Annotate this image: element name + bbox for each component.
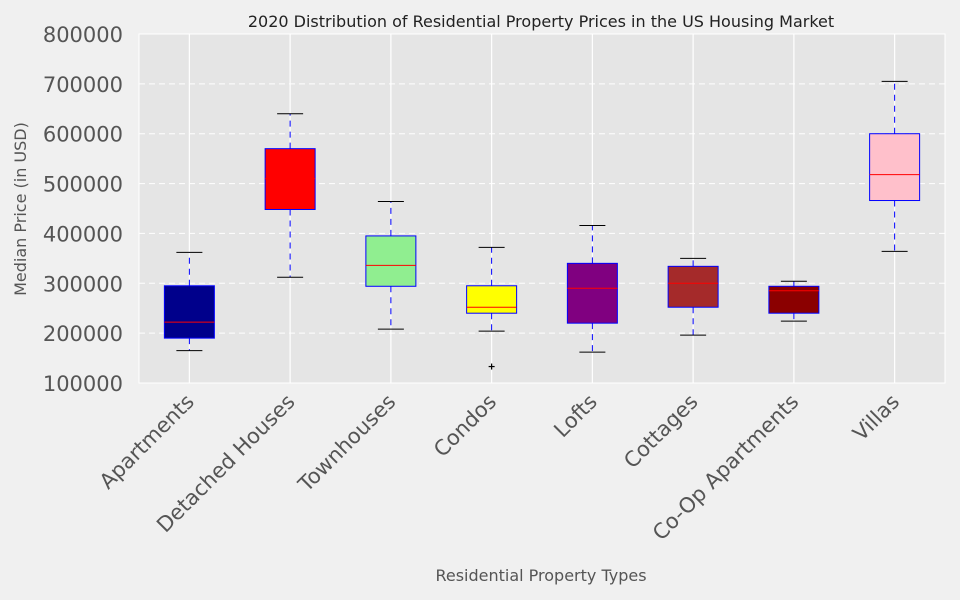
y-tick-label: 300000 (43, 272, 123, 296)
box-iqr (365, 235, 417, 287)
box-group (264, 113, 316, 278)
plot-frame (138, 33, 946, 384)
box-group (566, 224, 618, 353)
box-iqr (566, 262, 618, 324)
y-tick-label: 500000 (43, 173, 123, 197)
box-group (466, 246, 518, 370)
box-iqr (466, 285, 518, 314)
chart-title: 2020 Distribution of Residential Propert… (248, 12, 834, 31)
box-group (365, 201, 417, 330)
box-group (869, 80, 921, 252)
box-group (768, 280, 820, 322)
y-tick-label: 700000 (43, 73, 123, 97)
y-tick-label: 600000 (43, 123, 123, 147)
box-group (163, 251, 215, 352)
y-tick-label: 200000 (43, 322, 123, 346)
box-iqr (667, 265, 719, 308)
y-tick-label: 100000 (43, 372, 123, 396)
y-axis-label: Median Price (in USD) (11, 122, 30, 296)
box-group (667, 257, 719, 336)
y-tick-label: 800000 (43, 23, 123, 47)
y-tick-label: 400000 (43, 222, 123, 246)
box-iqr (163, 285, 215, 339)
x-axis-label: Residential Property Types (435, 566, 646, 585)
y-tick-labels: 100000 200000 300000 400000 500000 600000 7000… (43, 23, 123, 396)
box-iqr (869, 133, 921, 202)
plot-area (139, 34, 945, 383)
box-layer (163, 80, 921, 370)
